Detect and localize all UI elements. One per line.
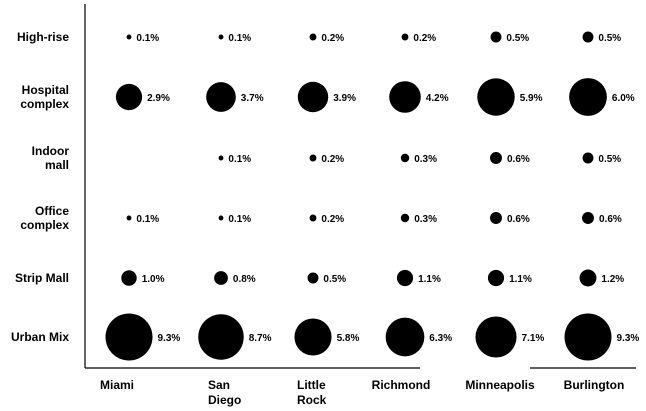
value-label-high-rise-minneapolis: 0.5% bbox=[506, 33, 529, 44]
row-labels: High-rise Hospital complex Indoor mall Office… bbox=[11, 30, 69, 344]
value-label-office-complex-miami: 0.1% bbox=[136, 214, 159, 225]
bubble-urban-mix-burlington bbox=[564, 313, 612, 361]
bubble-indoor-mall-little-rock bbox=[309, 154, 317, 162]
column-label-little-rock: Little Rock bbox=[297, 378, 327, 407]
value-label-office-complex-minneapolis: 0.6% bbox=[507, 214, 530, 225]
value-label-urban-mix-san-diego: 8.7% bbox=[249, 333, 272, 344]
bubble-strip-mall-san-diego bbox=[214, 271, 228, 285]
value-label-office-complex-little-rock: 0.2% bbox=[321, 214, 344, 225]
column-label-minneapolis: Minneapolis bbox=[465, 378, 535, 392]
value-label-hospital-complex-san-diego: 3.7% bbox=[241, 93, 264, 104]
bubble-high-rise-burlington bbox=[582, 31, 594, 43]
bubble-urban-mix-richmond bbox=[385, 317, 425, 357]
value-label-hospital-complex-little-rock: 3.9% bbox=[333, 93, 356, 104]
row-label-strip-mall: Strip Mall bbox=[15, 271, 69, 285]
row-label-office-complex: Office complex bbox=[20, 204, 69, 232]
value-label-office-complex-san-diego: 0.1% bbox=[228, 214, 251, 225]
bubble-strip-mall-minneapolis bbox=[487, 269, 505, 287]
column-label-san-diego: San Diego bbox=[208, 378, 241, 407]
bubble-high-rise-miami bbox=[126, 34, 132, 40]
bubble-hospital-complex-san-diego bbox=[206, 82, 236, 112]
value-label-strip-mall-miami: 1.0% bbox=[142, 274, 165, 285]
value-label-office-complex-richmond: 0.3% bbox=[414, 214, 437, 225]
value-label-strip-mall-minneapolis: 1.1% bbox=[509, 274, 532, 285]
value-label-urban-mix-little-rock: 5.8% bbox=[337, 333, 360, 344]
bubble-office-complex-richmond bbox=[400, 213, 410, 223]
bubble-urban-mix-miami bbox=[105, 313, 153, 361]
row-label-high-rise: High-rise bbox=[17, 30, 69, 44]
value-label-urban-mix-minneapolis: 7.1% bbox=[522, 333, 545, 344]
bubble-high-rise-san-diego bbox=[218, 34, 224, 40]
bubble-high-rise-little-rock bbox=[309, 33, 317, 41]
value-label-hospital-complex-miami: 2.9% bbox=[147, 93, 170, 104]
value-label-office-complex-burlington: 0.6% bbox=[599, 214, 622, 225]
value-label-high-rise-richmond: 0.2% bbox=[413, 33, 436, 44]
bubble-office-complex-minneapolis bbox=[490, 212, 502, 224]
value-label-urban-mix-miami: 9.3% bbox=[158, 333, 181, 344]
bubble-office-complex-san-diego bbox=[218, 215, 224, 221]
value-label-strip-mall-richmond: 1.1% bbox=[418, 274, 441, 285]
bubble-strip-mall-miami bbox=[121, 270, 137, 286]
column-label-miami: Miami bbox=[100, 378, 134, 392]
value-label-indoor-mall-san-diego: 0.1% bbox=[228, 154, 251, 165]
value-label-indoor-mall-burlington: 0.5% bbox=[598, 154, 621, 165]
bubble-hospital-complex-miami bbox=[115, 83, 143, 111]
column-label-richmond: Richmond bbox=[372, 378, 431, 392]
bubble-indoor-mall-burlington bbox=[582, 152, 594, 164]
column-label-burlington: Burlington bbox=[564, 378, 625, 392]
value-label-hospital-complex-burlington: 6.0% bbox=[612, 93, 635, 104]
value-label-high-rise-san-diego: 0.1% bbox=[228, 33, 251, 44]
value-label-strip-mall-burlington: 1.2% bbox=[601, 274, 624, 285]
value-label-strip-mall-little-rock: 0.5% bbox=[323, 274, 346, 285]
value-label-strip-mall-san-diego: 0.8% bbox=[233, 274, 256, 285]
bubble-strip-mall-richmond bbox=[396, 269, 414, 287]
value-label-urban-mix-burlington: 9.3% bbox=[617, 333, 640, 344]
bubble-hospital-complex-burlington bbox=[569, 78, 607, 116]
value-label-hospital-complex-richmond: 4.2% bbox=[426, 93, 449, 104]
bubble-indoor-mall-richmond bbox=[400, 153, 410, 163]
value-label-high-rise-little-rock: 0.2% bbox=[321, 33, 344, 44]
value-label-indoor-mall-little-rock: 0.2% bbox=[321, 154, 344, 165]
row-label-urban-mix: Urban Mix bbox=[11, 330, 69, 344]
bubble-indoor-mall-san-diego bbox=[218, 155, 224, 161]
column-labels: Miami San Diego Little Rock Richmond Minneapol… bbox=[100, 378, 624, 407]
bubble-hospital-complex-minneapolis bbox=[477, 78, 515, 116]
bubble-indoor-mall-minneapolis bbox=[490, 152, 502, 164]
row-label-indoor-mall: Indoor mall bbox=[32, 144, 70, 172]
bubble-hospital-complex-richmond bbox=[389, 81, 421, 113]
bubble-office-complex-burlington bbox=[582, 212, 594, 224]
value-labels: 0.1% 0.1% 0.2% 0.2% 0.5% 0.5% 2.9% 3.7% 3.9% 4.2%… bbox=[136, 33, 639, 344]
value-label-hospital-complex-minneapolis: 5.9% bbox=[520, 93, 543, 104]
value-label-high-rise-miami: 0.1% bbox=[136, 33, 159, 44]
value-label-indoor-mall-minneapolis: 0.6% bbox=[507, 154, 530, 165]
row-label-hospital-complex: Hospital complex bbox=[20, 83, 69, 111]
bubble-strip-mall-little-rock bbox=[307, 272, 319, 284]
bubble-office-complex-little-rock bbox=[309, 214, 317, 222]
bubble-high-rise-minneapolis bbox=[490, 31, 502, 43]
value-label-indoor-mall-richmond: 0.3% bbox=[414, 154, 437, 165]
value-label-urban-mix-richmond: 6.3% bbox=[429, 333, 452, 344]
bubbles bbox=[105, 31, 612, 361]
bubble-office-complex-miami bbox=[126, 215, 132, 221]
value-label-high-rise-burlington: 0.5% bbox=[598, 33, 621, 44]
bubble-urban-mix-minneapolis bbox=[475, 316, 517, 358]
bubble-urban-mix-little-rock bbox=[294, 318, 332, 356]
bubble-high-rise-richmond bbox=[401, 33, 409, 41]
bubble-urban-mix-san-diego bbox=[198, 314, 244, 360]
bubble-strip-mall-burlington bbox=[579, 269, 597, 287]
bubble-hospital-complex-little-rock bbox=[297, 81, 329, 113]
